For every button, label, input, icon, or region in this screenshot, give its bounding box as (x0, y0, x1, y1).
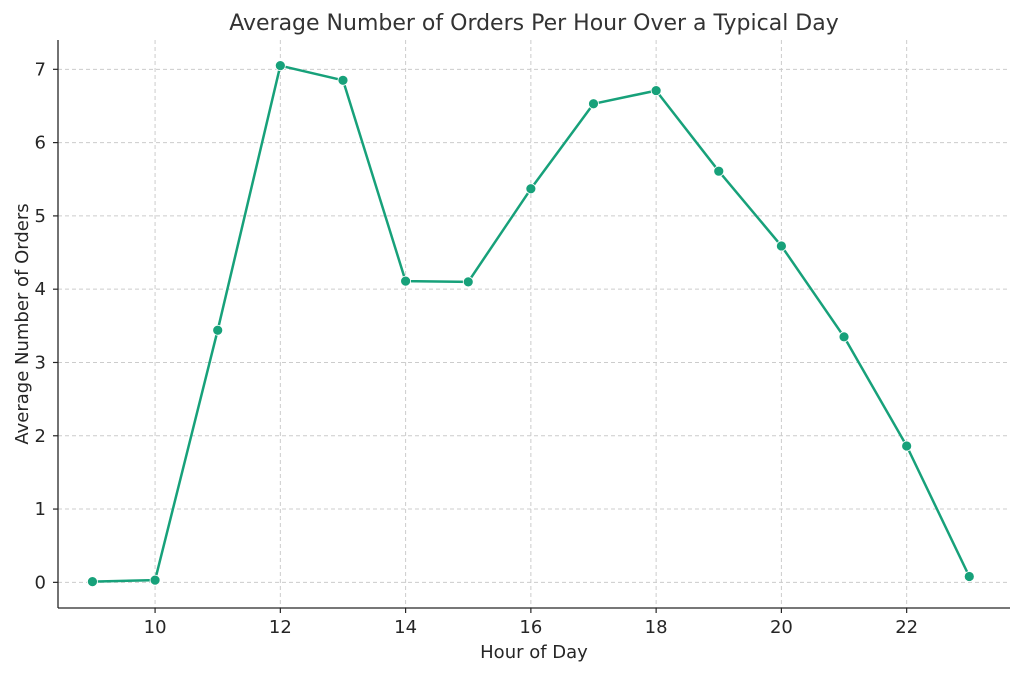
y-tick-label: 5 (35, 206, 46, 227)
data-point (462, 276, 474, 288)
y-tick-label: 2 (35, 426, 46, 447)
x-tick-label: 12 (269, 617, 292, 638)
data-point (838, 331, 850, 343)
data-point (274, 60, 286, 72)
y-tick-label: 0 (35, 572, 46, 593)
data-point (588, 98, 599, 110)
data-point (400, 275, 412, 287)
x-axis-ticks: 10 12 14 16 18 20 22 (144, 608, 918, 638)
x-tick-label: 20 (770, 617, 793, 638)
data-point (149, 574, 161, 586)
x-tick-label: 14 (394, 617, 417, 638)
y-axis-ticks: 0 1 2 3 4 5 6 7 (35, 59, 58, 593)
data-point (87, 576, 98, 588)
x-tick-label: 10 (144, 617, 167, 638)
axes (57, 40, 1010, 609)
y-axis-label: Average Number of Orders (12, 203, 33, 444)
y-tick-label: 6 (35, 133, 46, 154)
data-point (212, 324, 224, 336)
series-layer (87, 60, 975, 588)
data-point (775, 240, 787, 252)
y-tick-label: 1 (35, 499, 46, 520)
y-tick-label: 3 (35, 352, 46, 373)
data-point (650, 85, 662, 96)
x-tick-label: 16 (519, 617, 542, 638)
data-point (713, 165, 725, 177)
chart-title: Average Number of Orders Per Hour Over a… (229, 11, 839, 36)
x-tick-label: 22 (895, 617, 918, 638)
data-point (525, 183, 537, 195)
data-point (963, 571, 975, 582)
x-axis-label: Hour of Day (480, 642, 588, 663)
grid-lines (58, 40, 1010, 608)
data-point (901, 440, 913, 452)
y-tick-label: 4 (35, 279, 46, 300)
data-point (337, 74, 349, 86)
x-tick-label: 18 (645, 617, 668, 638)
y-tick-label: 7 (35, 59, 46, 80)
